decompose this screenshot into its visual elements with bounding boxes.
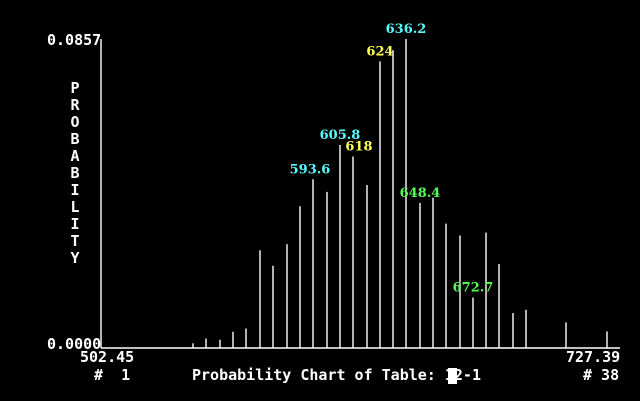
chart-axes	[100, 39, 620, 349]
bar-annotation: 672.7	[453, 281, 494, 296]
bar-annotation: 648.4	[400, 186, 441, 201]
index-min-label: # 1	[94, 366, 131, 384]
text-cursor	[448, 368, 457, 384]
x-max-tick-label: 727.39	[566, 348, 621, 366]
bar-annotation: 636.2	[386, 22, 427, 37]
y-min-tick-label: 0.0000	[47, 335, 102, 353]
bar-annotation: 624	[366, 44, 393, 59]
bar-annotation: 605.8	[320, 128, 361, 143]
bar-annotation: 618	[345, 140, 372, 155]
y-axis-label: PROBABILITY	[70, 79, 80, 267]
chart-caption: Probability Chart of Table: 12-1	[192, 366, 481, 384]
y-max-tick-label: 0.0857	[47, 31, 102, 49]
chart-bars	[192, 39, 608, 348]
x-min-tick-label: 502.45	[80, 348, 135, 366]
index-max-label: # 38	[583, 366, 620, 384]
bar-annotation: 593.6	[290, 162, 331, 177]
